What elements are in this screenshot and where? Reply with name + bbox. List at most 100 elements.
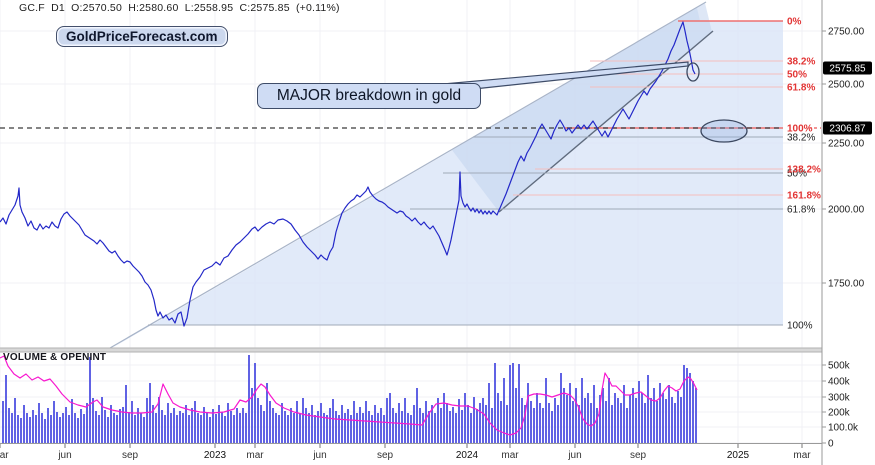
volume-bar <box>368 411 370 443</box>
volume-bar <box>467 405 469 443</box>
volume-bar <box>221 412 223 443</box>
volume-bar <box>539 403 541 443</box>
volume-bar <box>668 385 670 443</box>
volume-bar <box>677 391 679 443</box>
time-tick-label: mar <box>501 450 519 461</box>
volume-bar <box>365 401 367 443</box>
price-badge-label: 2575.85 <box>829 64 866 75</box>
volume-bar <box>260 405 262 443</box>
volume-bar <box>629 395 631 443</box>
volume-bar <box>392 408 394 443</box>
volume-bar <box>230 411 232 443</box>
time-tick-label: 2024 <box>456 450 479 461</box>
volume-bar <box>38 403 40 443</box>
volume-bar <box>665 399 667 443</box>
volume-bar <box>77 418 79 443</box>
time-tick-label: sep <box>377 450 394 461</box>
main-trendline <box>109 1 707 349</box>
volume-bar <box>5 375 7 443</box>
volume-bar <box>623 385 625 443</box>
rising-wedge-shading <box>112 8 783 348</box>
volume-bar <box>650 398 652 443</box>
price-tick-label: 2000.00 <box>828 205 865 216</box>
volume-bar <box>521 398 523 443</box>
volume-bar <box>302 398 304 443</box>
volume-bar <box>95 411 97 443</box>
volume-bar <box>143 417 145 443</box>
price-tick-label: 1750.00 <box>828 279 865 290</box>
fib-gray-label: 50% <box>787 169 807 180</box>
volume-bar <box>32 410 34 443</box>
volume-bar <box>404 398 406 443</box>
price-badge <box>823 61 872 75</box>
volume-bar <box>560 373 562 443</box>
volume-bar <box>458 399 460 443</box>
volume-bar <box>464 393 466 443</box>
volume-bar <box>470 413 472 443</box>
volume-bar <box>254 363 256 443</box>
volume-bar <box>335 411 337 443</box>
volume-bar <box>608 378 610 443</box>
volume-bar <box>62 413 64 443</box>
volume-bar <box>545 378 547 443</box>
volume-bar <box>263 411 265 443</box>
price-tick-label: 2500.00 <box>828 80 865 91</box>
volume-bar <box>281 403 283 443</box>
volume-bar <box>266 383 268 443</box>
volume-bar <box>23 405 25 443</box>
fib-gray-label: 100% <box>787 321 813 332</box>
time-tick-label: jun <box>57 450 71 461</box>
volume-bar <box>584 398 586 443</box>
time-tick-label: jun <box>312 450 326 461</box>
volume-bar <box>485 405 487 443</box>
volume-bar <box>620 403 622 443</box>
highlight-ellipse <box>700 119 748 143</box>
volume-bar <box>332 399 334 443</box>
annotation-callout[interactable]: MAJOR breakdown in gold <box>257 83 481 109</box>
volume-bar <box>233 415 235 443</box>
volume-bar <box>191 408 193 443</box>
price-badge-label: 2306.87 <box>829 124 866 135</box>
volume-bar <box>461 410 463 443</box>
volume-bar <box>122 407 124 443</box>
volume-bar <box>194 401 196 443</box>
volume-bar <box>203 407 205 443</box>
panel-separator[interactable] <box>0 348 822 352</box>
fib-red-label: 138.2% <box>787 165 821 176</box>
volume-bar <box>686 368 688 443</box>
volume-bar <box>155 413 157 443</box>
volume-bar <box>374 405 376 443</box>
volume-bar <box>29 417 31 443</box>
price-tick-label: 2250.00 <box>828 139 865 150</box>
volume-bar <box>662 393 664 443</box>
volume-bar <box>215 414 217 443</box>
volume-bar <box>137 408 139 443</box>
volume-tick-label: 300k <box>828 393 851 404</box>
volume-bar <box>173 408 175 443</box>
volume-bar <box>611 405 613 443</box>
volume-bar <box>134 415 136 443</box>
volume-bar <box>353 401 355 443</box>
volume-bar <box>140 413 142 443</box>
volume-bar <box>440 408 442 443</box>
fib-gray-label: 38.2% <box>787 133 815 144</box>
volume-bar <box>53 401 55 443</box>
price-line <box>0 21 696 327</box>
volume-bar <box>257 398 259 443</box>
volume-bar <box>44 419 46 443</box>
volume-bar <box>326 415 328 443</box>
volume-bar <box>509 365 511 443</box>
volume-bar <box>551 411 553 443</box>
volume-bar <box>566 395 568 443</box>
volume-bar <box>602 388 604 443</box>
volume-bar <box>695 388 697 443</box>
volume-bar <box>128 412 130 443</box>
volume-bar <box>338 415 340 443</box>
volume-tick-label: 400k <box>828 377 851 388</box>
volume-bar <box>524 405 526 443</box>
volume-bar <box>2 401 4 443</box>
volume-bar <box>572 401 574 443</box>
volume-tick-label: 0 <box>828 439 834 450</box>
time-tick-label: sep <box>122 450 139 461</box>
